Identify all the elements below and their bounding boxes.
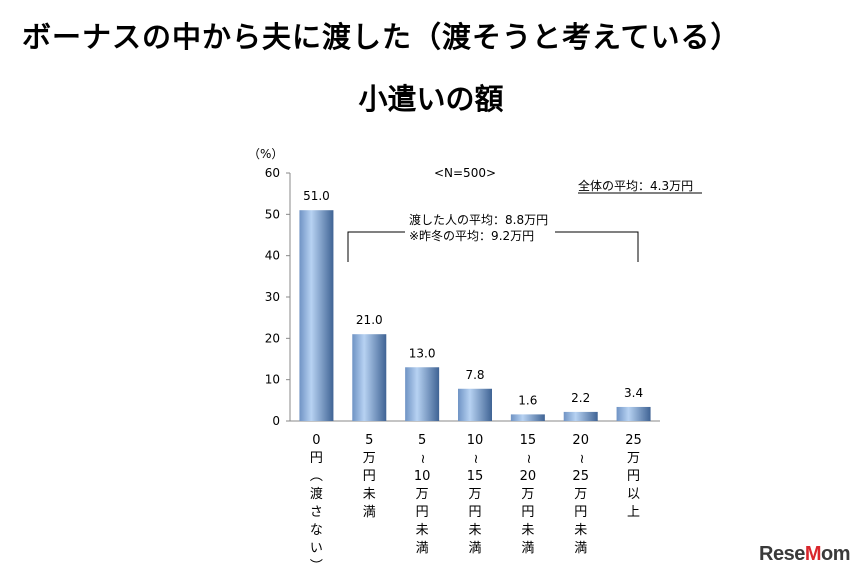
x-category-label-part: 万 (468, 487, 482, 502)
resemom-logo: ReseMom (759, 543, 850, 565)
x-category-label: 0 円 ︵ 渡さない ︶ (296, 432, 336, 576)
y-tick-label: 10 (265, 373, 280, 387)
bar (616, 406, 651, 421)
chart-title-line2: 小遣いの額 (358, 82, 504, 116)
x-category-label-part: 未 (468, 523, 482, 538)
x-category-label-part: 万 (574, 487, 588, 502)
x-category-label: 5 万円未満 (349, 432, 389, 522)
bar-value-label: 21.0 (356, 313, 383, 327)
y-tick-label: 20 (265, 331, 280, 345)
y-tick-label: 60 (265, 166, 280, 180)
x-category-label-part: 円 (468, 505, 482, 520)
x-category-label-part: 円 (309, 451, 323, 466)
x-category-label-part: 15 (519, 433, 537, 448)
bar-value-label: 3.4 (624, 386, 643, 400)
bracket-left (347, 231, 405, 262)
y-tick-label: 40 (265, 249, 280, 263)
last-winter-average: ※昨冬の平均：9.2万円 (409, 228, 534, 243)
x-category-label-part: 円 (415, 505, 429, 520)
x-category-label-part: 10 (466, 433, 484, 448)
x-category-label-part: さ (309, 505, 323, 520)
x-category-label-part: ~ (520, 453, 536, 465)
x-category-label-part: 0 (312, 433, 321, 448)
x-category-label-part: い (309, 541, 323, 556)
x-category-label: 10 ~15 万円未満 (455, 432, 495, 558)
bar (405, 367, 440, 421)
bar-value-label: 7.8 (465, 368, 484, 382)
overall-average: 全体の平均：4.3万円 (578, 178, 693, 193)
x-category-label-part: 5 (365, 433, 374, 448)
x-category-label-part: 25 (625, 433, 642, 448)
x-category-label-part: 未 (521, 523, 535, 538)
y-axis-label: （%） (248, 147, 283, 161)
sample-size-note: <N=500> (434, 166, 496, 180)
bar (299, 210, 334, 421)
chart-title-line1: ボーナスの中から夫に渡した（渡そうと考えている） (22, 20, 741, 54)
x-category-label-part: ~ (573, 453, 589, 465)
x-category-label-part: 円 (627, 469, 641, 484)
y-tick-label: 50 (265, 207, 280, 221)
x-category-label-part: 万 (415, 487, 429, 502)
x-category-label-part: ︶ (309, 559, 323, 574)
y-tick-label: 0 (272, 414, 280, 428)
x-category-label-part: 万 (362, 451, 376, 466)
x-category-label-part: 満 (574, 541, 588, 556)
x-category-label-part: 円 (574, 505, 588, 520)
x-category-label-part: ︵ (309, 469, 323, 484)
x-category-label-part: な (309, 523, 323, 538)
bar (510, 414, 545, 421)
x-category-label-part: 満 (468, 541, 482, 556)
giver-average: 渡した人の平均：8.8万円 (409, 212, 548, 227)
x-category-label-part: 5 (418, 433, 427, 448)
x-category-label-part: 20 (572, 433, 589, 448)
bar-value-label: 51.0 (303, 189, 330, 203)
x-category-label-part: ~ (415, 453, 431, 465)
x-category-label: 20 ~25 万円未満 (561, 432, 601, 558)
y-tick-label: 30 (265, 290, 280, 304)
x-category-label-part: 満 (521, 541, 535, 556)
x-category-label: 25 万円以上 (614, 432, 654, 522)
bar (563, 411, 598, 421)
x-category-label-part: 未 (574, 523, 588, 538)
bar (352, 334, 387, 421)
bracket-right (555, 231, 639, 262)
x-category-label-part: 15 (466, 469, 484, 484)
bar-value-label: 2.2 (571, 391, 590, 405)
bar (458, 388, 492, 421)
x-category-label-part: 万 (627, 451, 641, 466)
x-category-label-part: 渡 (309, 487, 323, 502)
x-category-label-part: 未 (362, 487, 376, 502)
x-category-label-part: 以 (627, 487, 641, 502)
x-category-label: 5 ~10 万円未満 (402, 432, 442, 558)
x-category-label-part: 20 (519, 469, 537, 484)
x-category-label-part: 満 (415, 541, 429, 556)
x-category-label-part: 10 (413, 469, 431, 484)
bar-value-label: 13.0 (409, 346, 436, 360)
bar-value-label: 1.6 (518, 393, 537, 407)
x-category-label-part: 万 (521, 487, 535, 502)
x-category-label-part: 満 (362, 505, 376, 520)
x-category-label-part: 上 (627, 505, 641, 520)
x-category-label-part: 未 (415, 523, 429, 538)
x-category-label-part: 円 (362, 469, 376, 484)
x-category-label: 15 ~20 万円未満 (508, 432, 548, 558)
x-category-label-part: 円 (521, 505, 535, 520)
x-category-label-part: 25 (572, 469, 589, 484)
x-category-label-part: ~ (468, 453, 483, 465)
